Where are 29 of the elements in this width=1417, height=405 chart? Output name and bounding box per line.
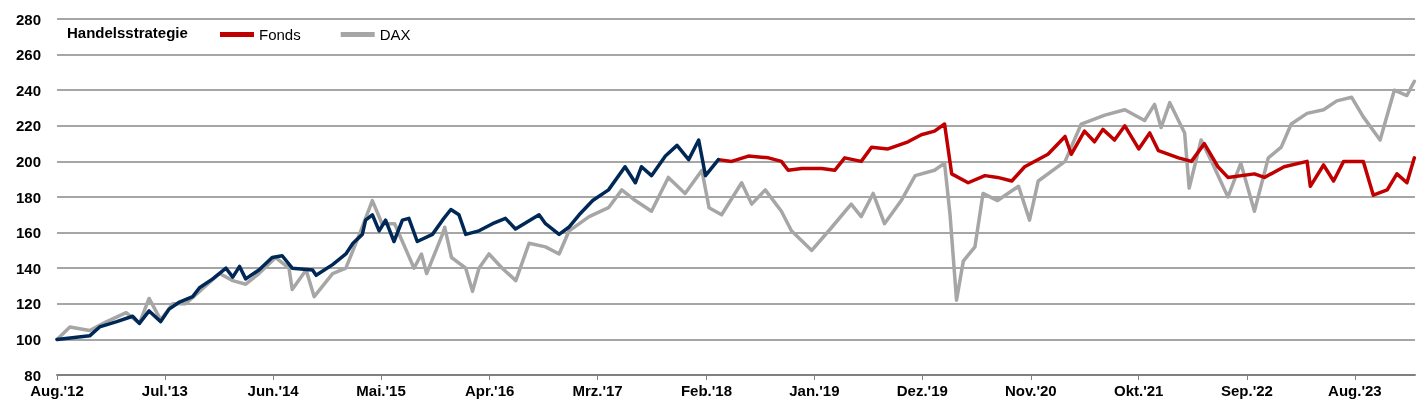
x-tick-label: Jun.'14	[247, 382, 300, 399]
x-tick-label: Apr.'16	[464, 382, 515, 399]
x-tick-label: Dez.'19	[896, 382, 948, 399]
y-tick-label: 180	[15, 188, 41, 206]
y-tick-label: 260	[15, 46, 41, 64]
x-tick-label: Aug.'23	[1328, 382, 1382, 399]
x-tick-label: Aug.'12	[30, 382, 84, 399]
line-series	[55, 138, 721, 342]
y-tick-label: 280	[15, 10, 41, 28]
x-tick-label: Mai.'15	[356, 382, 406, 399]
x-tick-label: Jan.'19	[789, 382, 840, 399]
y-tick-label: 80	[24, 366, 41, 384]
y-tick-label: 120	[15, 295, 41, 313]
y-tick-label: 240	[15, 81, 41, 99]
x-tick-label: Okt.'21	[1114, 382, 1164, 399]
line-series	[716, 122, 1417, 197]
x-tick-label: Feb.'18	[680, 382, 732, 399]
y-tick-label: 140	[15, 259, 41, 277]
y-tick-label: 200	[15, 152, 41, 170]
legend-title: Handelsstrategie	[67, 24, 188, 41]
legend-label: DAX	[379, 26, 411, 43]
legend-label: Fonds	[259, 26, 301, 43]
y-tick-label: 160	[15, 224, 41, 242]
y-tick-label: 220	[15, 117, 41, 135]
x-tick-label: Mrz.'17	[572, 382, 623, 399]
x-tick-label: Nov.'20	[1005, 382, 1057, 399]
x-tick-label: Sep.'22	[1221, 382, 1273, 399]
x-tick-label: Jul.'13	[141, 382, 188, 399]
y-tick-label: 100	[15, 330, 41, 348]
